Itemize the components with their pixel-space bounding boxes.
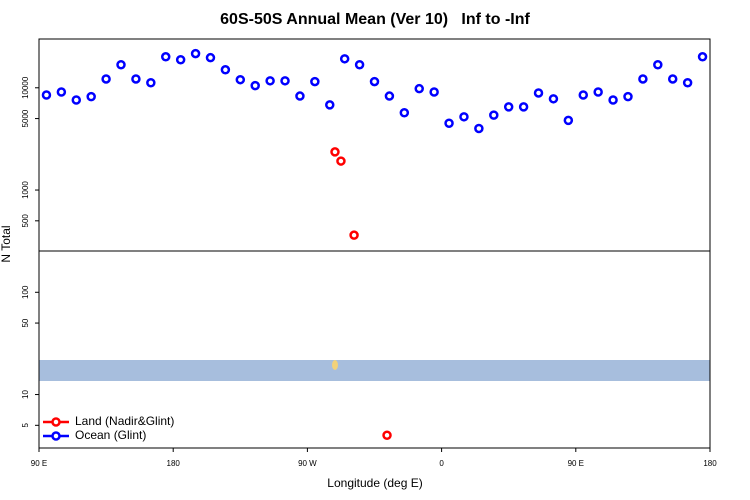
y-tick-label: 1000 [21,181,30,199]
point [295,91,305,101]
point [86,91,96,102]
point [697,52,708,62]
point [56,87,67,97]
point [280,76,290,86]
point [382,430,392,440]
point [608,95,618,105]
point [444,118,454,128]
point [563,115,574,126]
plot-frame [38,38,711,449]
y-tick-label: 500 [21,214,30,228]
point [384,91,395,101]
point [429,87,439,97]
point [250,80,260,91]
y-tick-label: 10 [21,390,30,399]
point [330,147,340,157]
x-tick-label: 180 [703,459,717,468]
point [336,156,346,166]
point [354,59,365,70]
point [190,48,201,59]
legend-marker [51,431,61,441]
point [518,102,529,112]
point [369,76,380,87]
legend-label: Land (Nadir&Glint) [75,414,174,428]
point [41,90,52,100]
legend-marker [51,417,61,427]
point [71,95,82,105]
point [205,52,216,63]
point [503,102,514,112]
x-tick-label: 180 [167,459,181,468]
speck [332,360,338,370]
point [399,107,410,118]
y-tick-label: 5000 [21,109,30,127]
point [414,83,424,94]
x-tick-label: 90 E [31,459,47,468]
y-tick-label: 10000 [21,76,30,99]
point [653,59,663,70]
point [339,54,350,64]
point [349,230,359,240]
point [101,74,111,84]
x-axis-label: Longitude (deg E) [327,476,422,490]
point [682,78,693,88]
point [638,74,648,84]
x-tick-label: 0 [439,459,444,468]
point [235,74,246,85]
y-tick-label: 5 [21,423,30,428]
point [160,52,171,62]
point [265,76,275,86]
point [220,65,231,75]
legend-label: Ocean (Glint) [75,428,146,442]
x-tick-label: 90 W [298,459,317,468]
point [489,110,499,120]
point [623,91,633,102]
y-tick-label: 100 [21,285,30,299]
point [459,112,469,122]
point [578,90,589,100]
point [310,76,320,87]
x-tick-label: 90 E [568,459,584,468]
point [146,78,156,88]
point [548,94,559,104]
point [667,74,678,84]
y-tick-label: 50 [21,318,30,327]
y-axis-label: N Total [0,225,13,262]
point [325,100,335,110]
chart-title: 60S-50S Annual Mean (Ver 10) Inf to -Inf [220,11,530,28]
point [474,123,484,134]
band [39,360,710,381]
point [116,59,126,70]
point [533,88,544,98]
point [593,87,603,97]
point [175,55,186,65]
point [131,74,141,84]
